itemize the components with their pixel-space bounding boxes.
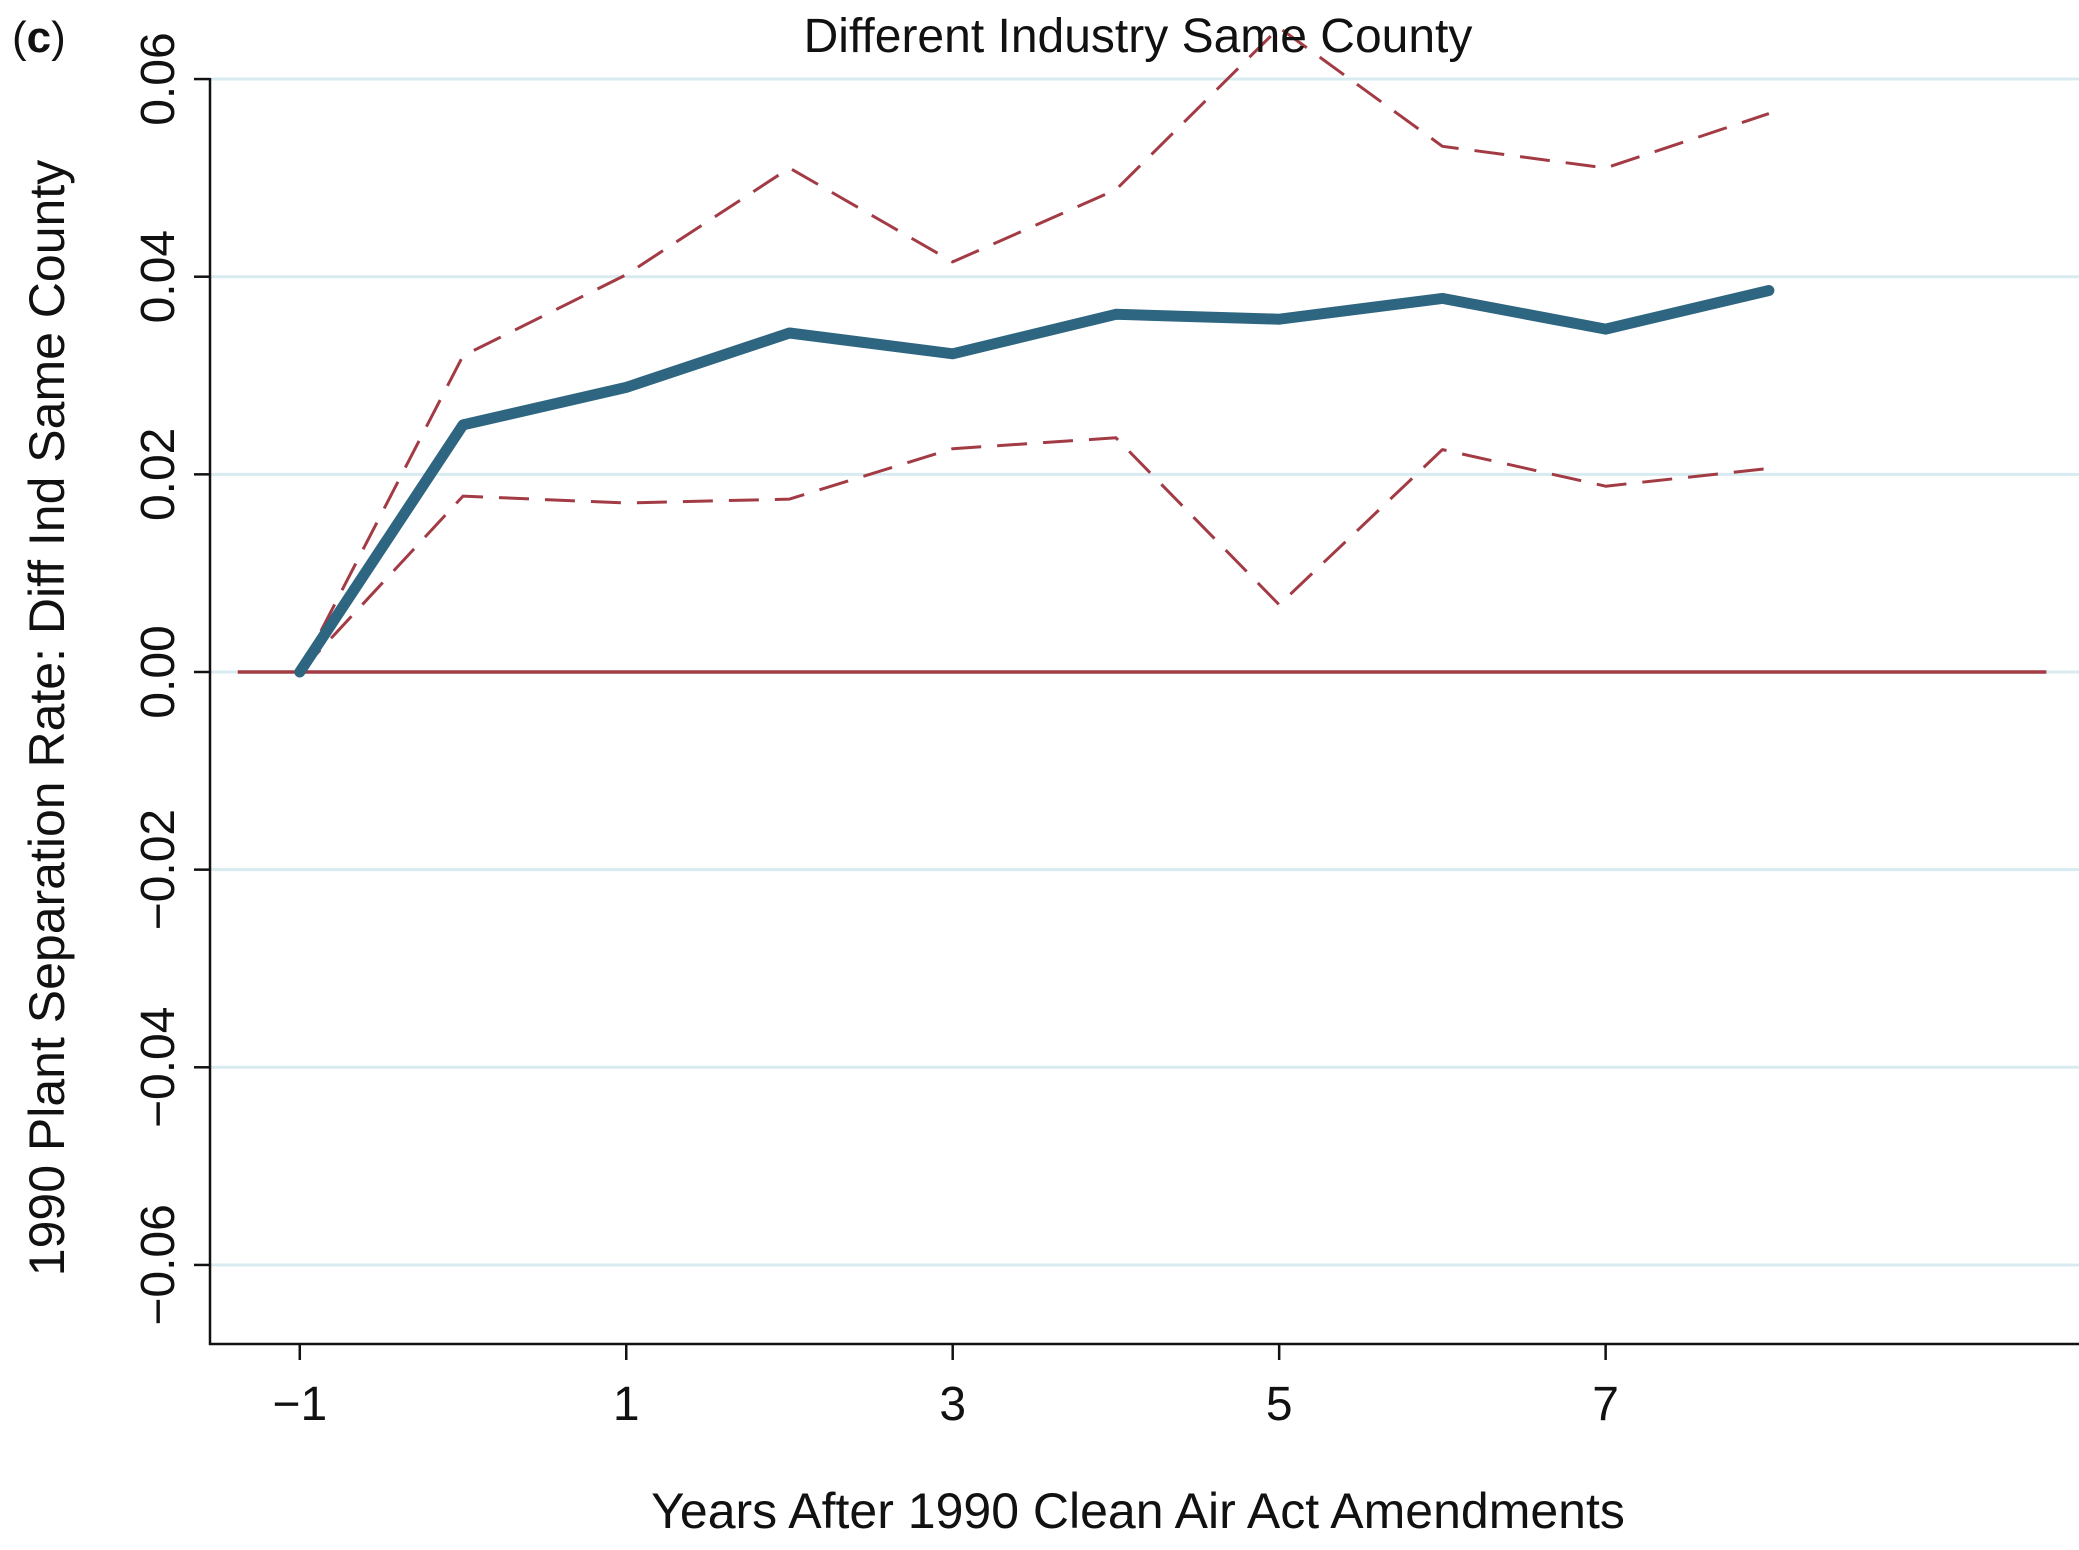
x-tick-label: 5 [1266,1378,1293,1431]
x-tick-label: −1 [272,1378,327,1431]
y-tick-label: 0.02 [132,428,185,521]
y-tick-label: 0.00 [132,625,185,718]
x-tick-label: 3 [939,1378,966,1431]
y-axis-label: 1990 Plant Separation Rate: Diff Ind Sam… [19,160,75,1276]
x-axis-label: Years After 1990 Clean Air Act Amendment… [651,1483,1625,1539]
estimate-line [294,285,1775,678]
panel-label: (c) [12,13,66,62]
y-tick-label: −0.04 [132,1007,185,1128]
x-tick-label: 7 [1592,1378,1619,1431]
axes [194,77,2079,1360]
y-tick-label: −0.06 [132,1204,185,1325]
y-tick-label: 0.06 [132,32,185,125]
y-tick-label: 0.04 [132,230,185,323]
labels: (c) Different Industry Same County Years… [12,10,1625,1539]
lower-bound-line [298,436,1770,674]
y-tick-label: −0.02 [132,809,185,930]
x-tick-label: 1 [613,1378,640,1431]
chart-title: Different Industry Same County [804,10,1473,63]
upper-bound-line [298,26,1770,673]
series [237,26,2047,678]
